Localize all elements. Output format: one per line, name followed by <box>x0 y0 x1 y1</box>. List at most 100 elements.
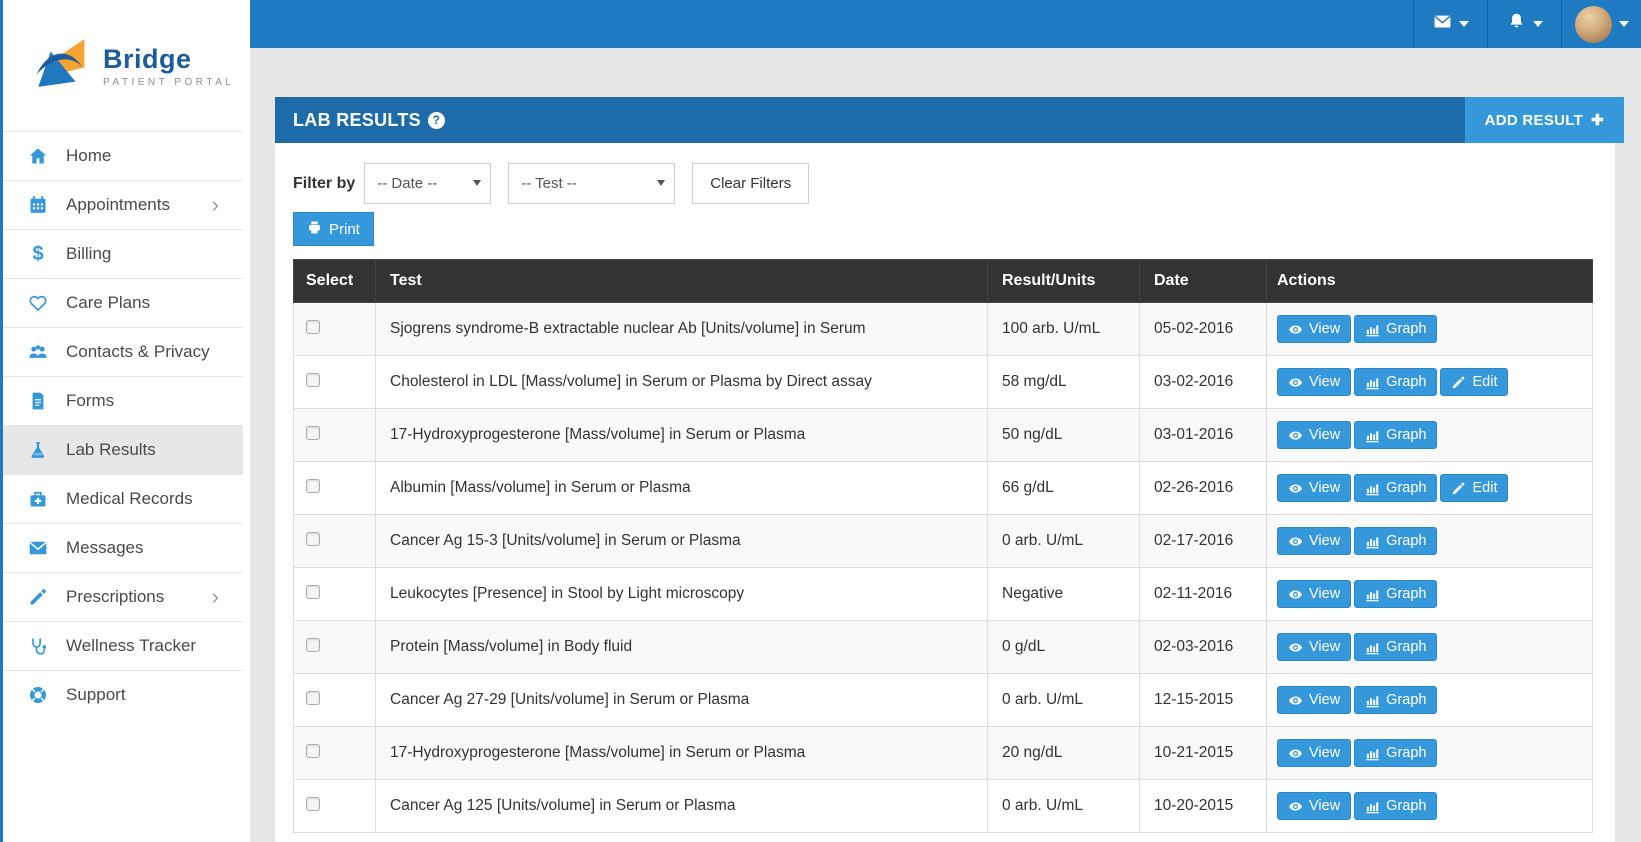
sidebar-item-wellness-tracker[interactable]: Wellness Tracker <box>3 621 243 670</box>
sidebar-item-messages[interactable]: Messages <box>3 523 243 572</box>
brand-logo[interactable]: Bridge PATIENT PORTAL <box>3 0 250 131</box>
notifications-menu[interactable] <box>1487 0 1561 48</box>
messages-menu[interactable] <box>1413 0 1487 48</box>
sidebar-nav: Home Appointments › $ Billing Care Plans Conta… <box>3 131 243 719</box>
result-date: 05-02-2016 <box>1139 302 1267 356</box>
profile-menu[interactable] <box>1561 0 1641 48</box>
sidebar-item-label: Forms <box>66 391 115 410</box>
row-actions: View Graph <box>1266 726 1593 780</box>
sidebar-item-lab-results[interactable]: Lab Results <box>3 425 243 474</box>
row-select-checkbox[interactable] <box>306 796 320 811</box>
row-select-checkbox[interactable] <box>306 584 320 599</box>
row-select-checkbox[interactable] <box>306 478 320 493</box>
test-filter-select[interactable]: -- Test -- <box>508 163 676 204</box>
view-button[interactable]: View <box>1277 368 1352 396</box>
graph-button[interactable]: Graph <box>1354 739 1438 767</box>
sidebar-item-label: Appointments <box>66 195 170 214</box>
edit-button[interactable]: Edit <box>1440 474 1509 502</box>
test-name: 17-Hydroxyprogesterone [Mass/volume] in … <box>375 408 988 462</box>
graph-button[interactable]: Graph <box>1354 633 1438 661</box>
sidebar-item-medical-records[interactable]: Medical Records <box>3 474 243 523</box>
help-icon[interactable]: ? <box>427 111 445 129</box>
sidebar-item-appointments[interactable]: Appointments › <box>3 180 243 229</box>
result-date: 12-15-2015 <box>1139 673 1267 727</box>
table-row: Cancer Ag 125 [Units/volume] in Serum or… <box>293 779 1593 833</box>
row-actions: View Graph <box>1266 514 1593 568</box>
row-select-checkbox[interactable] <box>306 425 320 440</box>
sidebar-item-care-plans[interactable]: Care Plans <box>3 278 243 327</box>
heart-icon <box>25 293 51 313</box>
result-value: 0 arb. U/mL <box>987 673 1140 727</box>
sidebar-item-forms[interactable]: Forms <box>3 376 243 425</box>
add-result-button[interactable]: ADD RESULT ✚ <box>1464 97 1624 143</box>
sidebar-item-contacts-privacy[interactable]: Contacts & Privacy <box>3 327 243 376</box>
print-button[interactable]: Print <box>293 212 374 246</box>
view-button[interactable]: View <box>1277 527 1352 555</box>
panel-body: Filter by -- Date -- -- Test -- Clear Fi… <box>275 143 1615 842</box>
caret-down-icon <box>1458 21 1469 27</box>
sidebar-item-label: Billing <box>66 244 112 263</box>
result-value: 50 ng/dL <box>987 408 1140 462</box>
test-name: Cholesterol in LDL [Mass/volume] in Seru… <box>375 355 988 409</box>
bar-chart-icon <box>1365 428 1380 443</box>
graph-button[interactable]: Graph <box>1354 527 1438 555</box>
sidebar-item-label: Wellness Tracker <box>66 636 197 655</box>
sidebar-item-prescriptions[interactable]: Prescriptions › <box>3 572 243 621</box>
eye-icon <box>1288 693 1303 708</box>
view-button[interactable]: View <box>1277 792 1352 820</box>
view-button[interactable]: View <box>1277 633 1352 661</box>
view-button[interactable]: View <box>1277 739 1352 767</box>
row-select-checkbox[interactable] <box>306 637 320 652</box>
row-select-checkbox[interactable] <box>306 531 320 546</box>
main-content: LAB RESULTS ? ADD RESULT ✚ Filter by -- … <box>250 48 1641 842</box>
view-button[interactable]: View <box>1277 315 1352 343</box>
result-value: 58 mg/dL <box>987 355 1140 409</box>
lab-results-panel: LAB RESULTS ? ADD RESULT ✚ Filter by -- … <box>275 97 1624 842</box>
result-date: 02-26-2016 <box>1139 461 1267 515</box>
graph-button[interactable]: Graph <box>1354 315 1438 343</box>
graph-button[interactable]: Graph <box>1354 421 1438 449</box>
sidebar-item-support[interactable]: Support <box>3 670 243 719</box>
row-actions: View Graph Edit <box>1266 355 1593 409</box>
view-button[interactable]: View <box>1277 474 1352 502</box>
test-name: Leukocytes [Presence] in Stool by Light … <box>375 567 988 621</box>
test-name: Cancer Ag 125 [Units/volume] in Serum or… <box>375 779 988 833</box>
row-actions: View Graph <box>1266 567 1593 621</box>
row-select-checkbox[interactable] <box>306 372 320 387</box>
graph-button[interactable]: Graph <box>1354 580 1438 608</box>
view-button[interactable]: View <box>1277 686 1352 714</box>
view-button[interactable]: View <box>1277 421 1352 449</box>
envelope-icon <box>1433 12 1452 36</box>
clear-filters-button[interactable]: Clear Filters <box>692 163 810 204</box>
graph-button[interactable]: Graph <box>1354 368 1438 396</box>
eye-icon <box>1288 587 1303 602</box>
bar-chart-icon <box>1365 322 1380 337</box>
sidebar-item-home[interactable]: Home <box>3 131 243 180</box>
test-name: Cancer Ag 15-3 [Units/volume] in Serum o… <box>375 514 988 568</box>
row-select-checkbox[interactable] <box>306 690 320 705</box>
eye-icon <box>1288 640 1303 655</box>
graph-button[interactable]: Graph <box>1354 792 1438 820</box>
sidebar-item-label: Lab Results <box>66 440 156 459</box>
pencil-icon <box>25 587 51 607</box>
result-value: 100 arb. U/mL <box>987 302 1140 356</box>
column-header-select: Select <box>293 259 376 303</box>
column-header-result: Result/Units <box>987 259 1140 303</box>
edit-button[interactable]: Edit <box>1440 368 1509 396</box>
row-actions: View Graph <box>1266 302 1593 356</box>
date-filter-select[interactable]: -- Date -- <box>364 163 492 204</box>
eye-icon <box>1288 428 1303 443</box>
graph-button[interactable]: Graph <box>1354 686 1438 714</box>
bar-chart-icon <box>1365 693 1380 708</box>
result-date: 02-03-2016 <box>1139 620 1267 674</box>
table-row: Sjogrens syndrome-B extractable nuclear … <box>293 302 1593 356</box>
graph-button[interactable]: Graph <box>1354 474 1438 502</box>
row-select-checkbox[interactable] <box>306 743 320 758</box>
sidebar-item-billing[interactable]: $ Billing <box>3 229 243 278</box>
panel-header: LAB RESULTS ? ADD RESULT ✚ <box>275 97 1624 143</box>
table-row: 17-Hydroxyprogesterone [Mass/volume] in … <box>293 726 1593 780</box>
view-button[interactable]: View <box>1277 580 1352 608</box>
row-actions: View Graph <box>1266 779 1593 833</box>
row-select-checkbox[interactable] <box>306 319 320 334</box>
row-actions: View Graph <box>1266 408 1593 462</box>
